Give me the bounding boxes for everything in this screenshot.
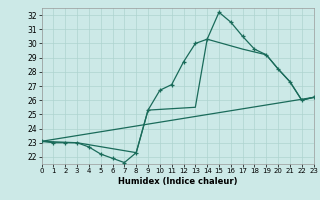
X-axis label: Humidex (Indice chaleur): Humidex (Indice chaleur) — [118, 177, 237, 186]
